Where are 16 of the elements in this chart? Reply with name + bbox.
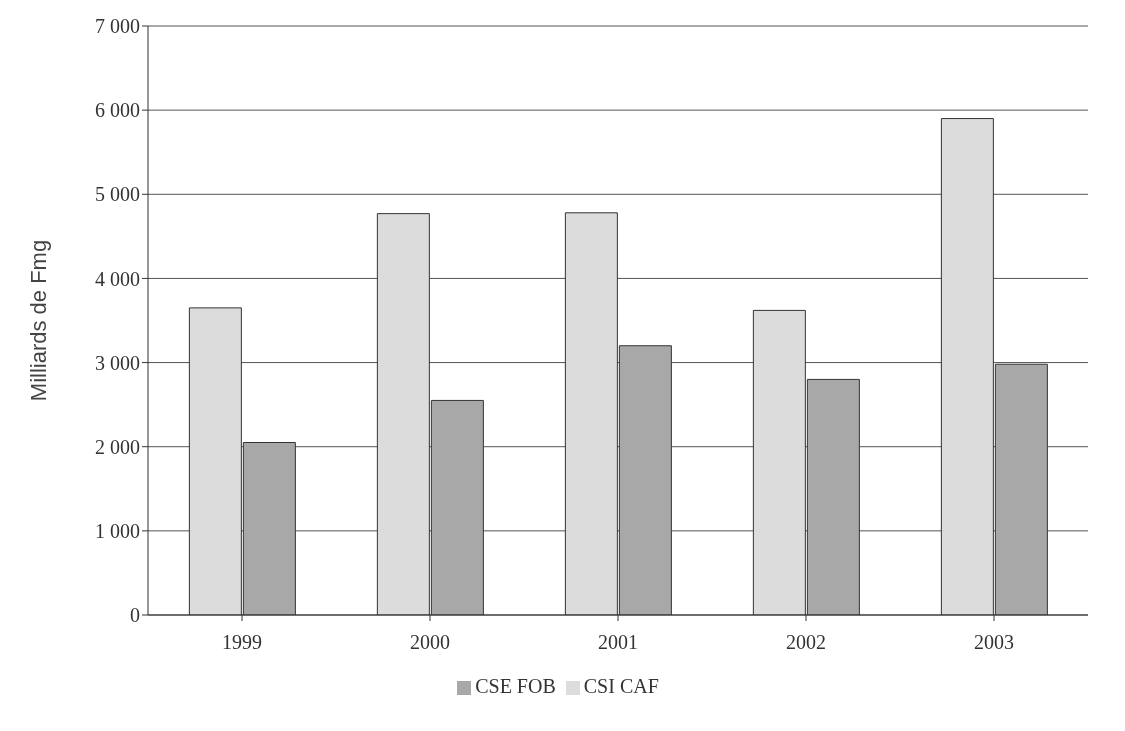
y-tick-label: 2 000 xyxy=(95,435,140,458)
x-tick-label: 2000 xyxy=(410,631,450,654)
y-tick-label: 7 000 xyxy=(95,15,140,38)
x-tick-label: 2002 xyxy=(786,631,826,654)
y-tick-label: 3 000 xyxy=(95,351,140,374)
y-axis-title: Milliards de Fmg xyxy=(25,239,51,402)
legend-label: CSE FOB xyxy=(475,675,556,697)
y-tick-label: 6 000 xyxy=(95,99,140,122)
y-tick-label: 5 000 xyxy=(95,183,140,206)
x-tick-label: 2003 xyxy=(974,631,1014,654)
legend-label: CSI CAF xyxy=(583,675,659,697)
y-tick-label: 1 000 xyxy=(95,519,140,542)
y-tick-label: 0 xyxy=(130,604,140,627)
x-tick-label: 1999 xyxy=(222,631,262,654)
y-tick-label: 4 000 xyxy=(95,267,140,290)
x-tick-label: 2001 xyxy=(598,631,638,654)
